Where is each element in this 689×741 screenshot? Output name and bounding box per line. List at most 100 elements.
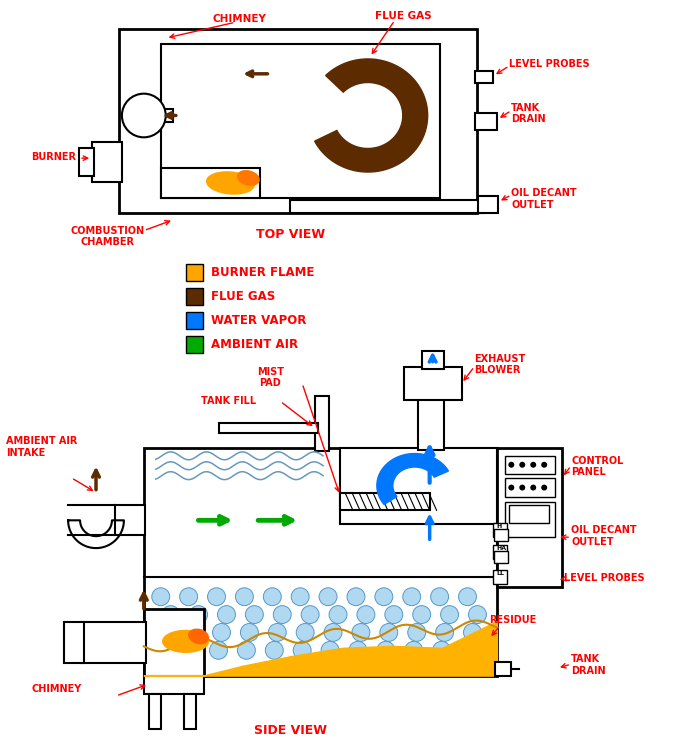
Circle shape [469, 605, 486, 623]
Bar [509, 505, 549, 523]
Circle shape [440, 605, 459, 623]
Text: CHIMNEY: CHIMNEY [212, 14, 267, 24]
Bar [185, 288, 203, 305]
Bar [64, 622, 84, 663]
Bar [497, 448, 562, 587]
Text: AMBIENT AIR: AMBIENT AIR [211, 338, 298, 350]
Text: EXHAUST
BLOWER: EXHAUST BLOWER [475, 353, 526, 375]
Circle shape [433, 642, 451, 659]
Circle shape [541, 462, 547, 468]
Bar [404, 367, 462, 400]
Circle shape [236, 588, 254, 605]
Text: FLUE GAS: FLUE GAS [211, 290, 275, 303]
Text: H: H [496, 525, 502, 529]
Text: TOP VIEW: TOP VIEW [256, 227, 325, 241]
Bar [185, 336, 203, 353]
Bar [161, 44, 440, 198]
Text: TANK
DRAIN: TANK DRAIN [511, 102, 546, 124]
Bar [495, 551, 508, 563]
Circle shape [508, 462, 514, 468]
Bar [505, 456, 555, 473]
Circle shape [209, 642, 227, 659]
Circle shape [459, 588, 477, 605]
Circle shape [403, 588, 421, 605]
Bar [315, 396, 329, 451]
Bar [505, 502, 555, 537]
Bar [218, 423, 318, 433]
Text: AMBIENT AIR
INTAKE: AMBIENT AIR INTAKE [6, 436, 78, 458]
Bar [493, 523, 507, 537]
Circle shape [157, 623, 175, 642]
Bar [340, 493, 430, 511]
Text: OIL DECANT
OUTLET: OIL DECANT OUTLET [571, 525, 637, 547]
Text: COMBUSTION
CHAMBER: COMBUSTION CHAMBER [71, 225, 145, 247]
Bar [478, 196, 498, 213]
Text: BURNER: BURNER [31, 152, 76, 162]
Bar [119, 29, 477, 213]
Bar [144, 676, 203, 694]
Circle shape [207, 588, 225, 605]
Circle shape [238, 642, 256, 659]
Ellipse shape [207, 172, 254, 194]
Polygon shape [144, 622, 497, 676]
Circle shape [189, 605, 207, 623]
Text: LEVEL PROBES: LEVEL PROBES [509, 59, 590, 69]
Circle shape [435, 623, 453, 642]
Bar [418, 398, 444, 450]
Circle shape [263, 588, 281, 605]
Circle shape [520, 462, 525, 468]
Bar [144, 608, 203, 676]
Text: TANK
DRAIN: TANK DRAIN [571, 654, 606, 676]
Circle shape [268, 623, 286, 642]
Bar [161, 168, 260, 198]
Bar [493, 545, 507, 559]
Circle shape [245, 605, 263, 623]
Circle shape [431, 588, 449, 605]
Text: CHIMNEY: CHIMNEY [31, 684, 81, 694]
Bar [475, 113, 497, 130]
Text: RESIDUE: RESIDUE [489, 614, 537, 625]
Text: TANK FILL: TANK FILL [200, 396, 256, 406]
Circle shape [357, 605, 375, 623]
Bar [92, 142, 122, 182]
Circle shape [520, 485, 525, 491]
Circle shape [385, 605, 403, 623]
Circle shape [375, 588, 393, 605]
Polygon shape [377, 453, 449, 505]
Bar [81, 622, 146, 663]
Circle shape [122, 93, 166, 137]
Circle shape [265, 642, 283, 659]
Ellipse shape [163, 631, 209, 652]
Text: HA: HA [496, 546, 506, 551]
Text: OIL DECANT
OUTLET: OIL DECANT OUTLET [511, 188, 577, 210]
Bar [144, 448, 497, 676]
Bar [340, 448, 497, 525]
Circle shape [541, 485, 547, 491]
Text: BURNER FLAME: BURNER FLAME [211, 266, 314, 279]
Bar [185, 265, 203, 281]
Bar [161, 108, 173, 122]
Text: CONTROL
PANEL: CONTROL PANEL [571, 456, 624, 477]
Text: MIST
PAD: MIST PAD [257, 367, 284, 388]
Bar [115, 505, 145, 535]
Circle shape [294, 642, 311, 659]
Circle shape [464, 623, 482, 642]
Circle shape [531, 462, 536, 468]
Bar [149, 694, 161, 728]
Circle shape [352, 623, 370, 642]
Bar [493, 570, 507, 584]
Bar [495, 662, 511, 676]
Circle shape [274, 605, 291, 623]
Circle shape [218, 605, 236, 623]
Circle shape [413, 605, 431, 623]
Bar [290, 200, 484, 213]
Polygon shape [315, 59, 428, 172]
Circle shape [154, 642, 172, 659]
Circle shape [380, 623, 398, 642]
Circle shape [212, 623, 230, 642]
Text: LEVEL PROBES: LEVEL PROBES [564, 573, 645, 583]
Circle shape [185, 623, 203, 642]
Bar [475, 71, 493, 83]
Circle shape [296, 623, 314, 642]
Circle shape [240, 623, 258, 642]
